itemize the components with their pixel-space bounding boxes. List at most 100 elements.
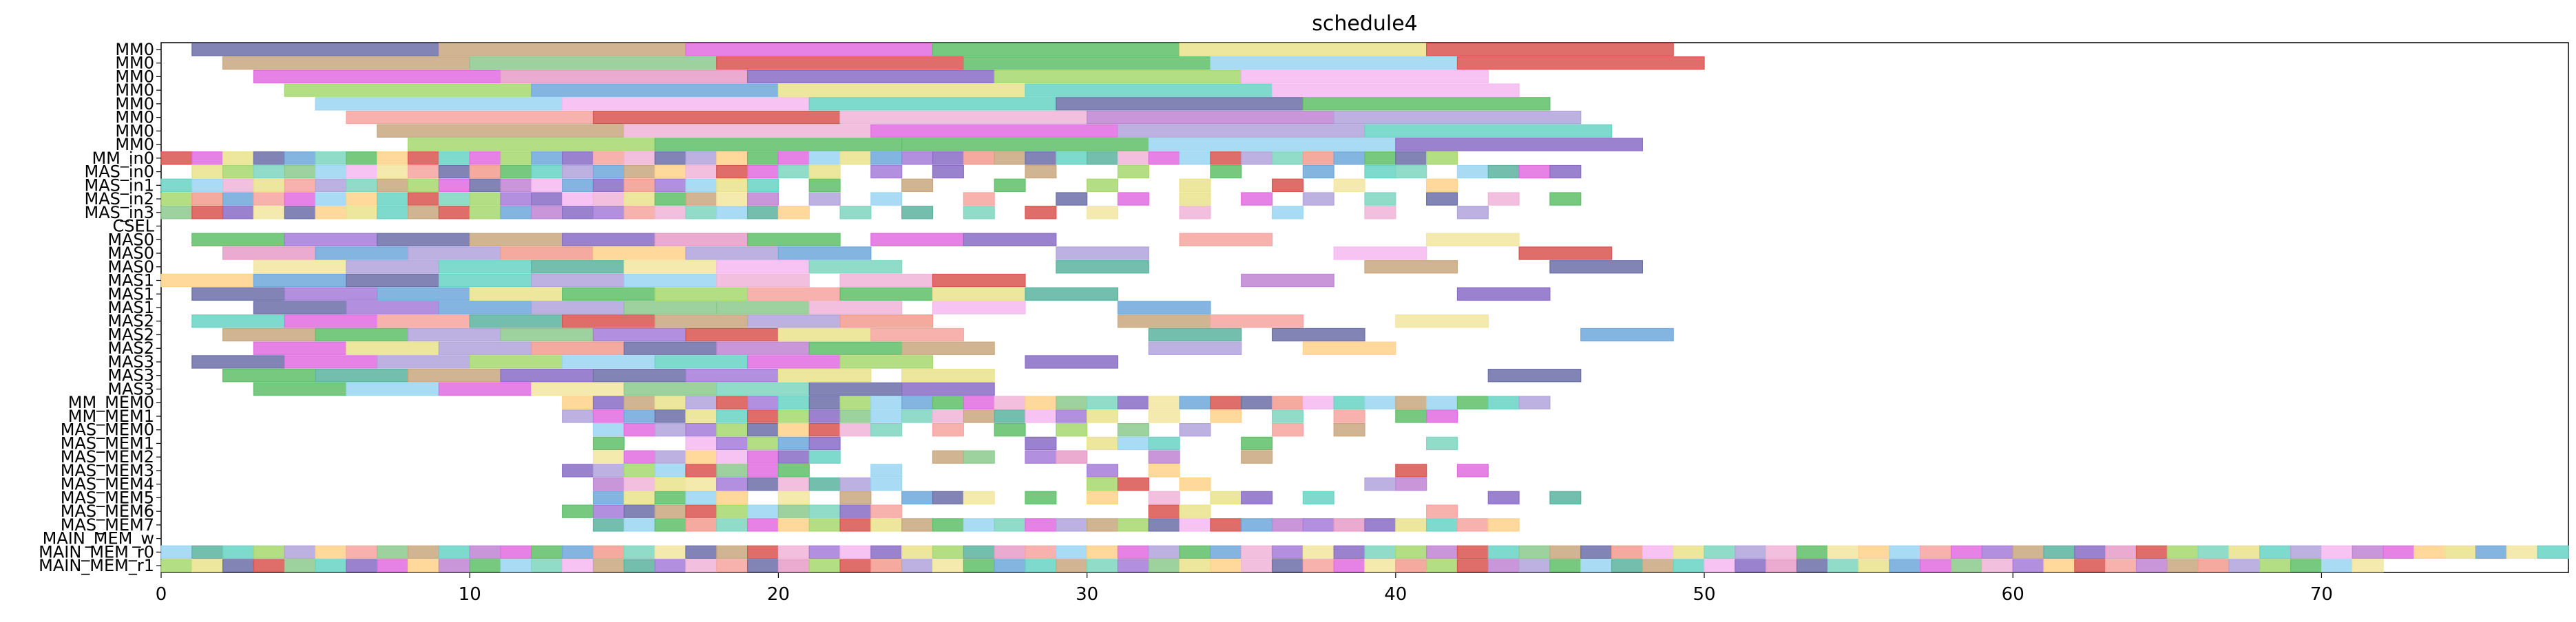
task-bar	[1487, 518, 1520, 532]
task-bar	[2228, 545, 2261, 559]
task-bar	[932, 287, 1026, 301]
task-bar	[222, 164, 255, 179]
task-bar	[1087, 178, 1119, 192]
task-bar	[377, 545, 409, 559]
task-bar	[1426, 504, 1458, 518]
task-bar	[1056, 559, 1088, 572]
task-bar	[870, 233, 964, 246]
task-bar	[1302, 151, 1334, 165]
task-bar	[654, 206, 687, 219]
task-bar	[2197, 545, 2230, 559]
task-bar	[1487, 491, 1520, 505]
task-bar	[438, 206, 470, 219]
task-bar	[685, 164, 718, 179]
task-bar	[1271, 83, 1520, 97]
task-bar	[746, 206, 779, 219]
y-tick-label: MAS_in0	[84, 162, 154, 182]
task-bar	[562, 151, 594, 165]
task-bar	[531, 301, 625, 314]
task-bar	[901, 396, 934, 409]
task-bar	[716, 464, 748, 478]
task-bar	[716, 206, 748, 219]
task-bar	[531, 192, 563, 206]
task-bar	[623, 559, 656, 572]
task-bar	[1025, 436, 1057, 451]
task-bar	[1302, 396, 1334, 409]
task-bar	[716, 164, 748, 179]
task-bar	[1395, 151, 1427, 165]
task-bar	[562, 314, 656, 328]
task-bar	[1025, 518, 1057, 532]
task-bar	[377, 206, 409, 219]
task-bar	[870, 477, 903, 491]
task-bar	[716, 477, 748, 491]
task-bar	[284, 233, 378, 246]
task-bar	[346, 341, 439, 355]
task-bar	[777, 369, 872, 383]
task-bar	[1148, 409, 1180, 423]
x-tick-label: 70	[2310, 584, 2333, 605]
task-bar	[191, 287, 285, 301]
task-bar	[932, 151, 964, 165]
task-bar	[777, 151, 810, 165]
y-tick-label: MAS_MEM0	[61, 420, 154, 440]
task-bar	[2290, 545, 2323, 559]
task-bar	[500, 206, 532, 219]
task-bar	[1426, 192, 1458, 206]
task-bar	[1087, 464, 1119, 478]
task-bar	[1302, 341, 1396, 355]
task-bar	[746, 559, 779, 572]
task-bar	[346, 151, 378, 165]
task-bar	[746, 423, 779, 437]
task-bar	[1426, 178, 1458, 192]
task-bar	[592, 436, 625, 451]
task-bar	[623, 206, 656, 219]
task-bar	[562, 287, 656, 301]
y-tick-label: MAS_in2	[84, 189, 154, 208]
task-bar	[685, 545, 718, 559]
task-bar	[1364, 396, 1396, 409]
task-bar	[808, 477, 841, 491]
task-bar	[377, 192, 409, 206]
task-bar	[253, 206, 285, 219]
task-bar	[160, 192, 193, 206]
task-bar	[1395, 138, 1643, 151]
task-bar	[1426, 559, 1458, 572]
task-bar	[685, 246, 779, 260]
task-bar	[746, 164, 779, 179]
task-bar	[1426, 545, 1458, 559]
task-bar	[377, 314, 470, 328]
task-bar	[500, 369, 594, 383]
task-bar	[901, 491, 934, 505]
task-bar	[994, 545, 1026, 559]
task-bar	[1025, 396, 1057, 409]
y-tick-label: MM_MEM1	[68, 407, 154, 426]
y-tick-label: MAS_MEM2	[61, 447, 154, 466]
task-bar	[1087, 559, 1119, 572]
task-bar	[1179, 559, 1211, 572]
task-bar	[2043, 559, 2075, 572]
task-bar	[746, 233, 841, 246]
task-bar	[500, 559, 532, 572]
task-bar	[901, 382, 995, 396]
task-bar	[1025, 151, 1057, 165]
task-bar	[623, 124, 872, 138]
task-bar	[808, 164, 841, 179]
task-bar	[1210, 545, 1242, 559]
task-bar	[2321, 559, 2353, 572]
task-bar	[438, 164, 470, 179]
task-bar	[531, 83, 779, 97]
task-bar	[284, 178, 316, 192]
task-bar	[746, 69, 995, 84]
task-bar	[531, 260, 625, 274]
task-bar	[1302, 97, 1551, 111]
task-bar	[160, 206, 193, 219]
task-bar	[1395, 477, 1427, 491]
y-tick-label: MAS_MEM3	[61, 461, 154, 480]
x-tick-label: 10	[459, 584, 481, 605]
task-bar	[592, 192, 625, 206]
task-bar	[531, 382, 625, 396]
y-tick-label: MAS_MEM7	[61, 515, 154, 535]
task-bar	[500, 545, 532, 559]
y-tick-label: MAS_in1	[84, 175, 154, 195]
